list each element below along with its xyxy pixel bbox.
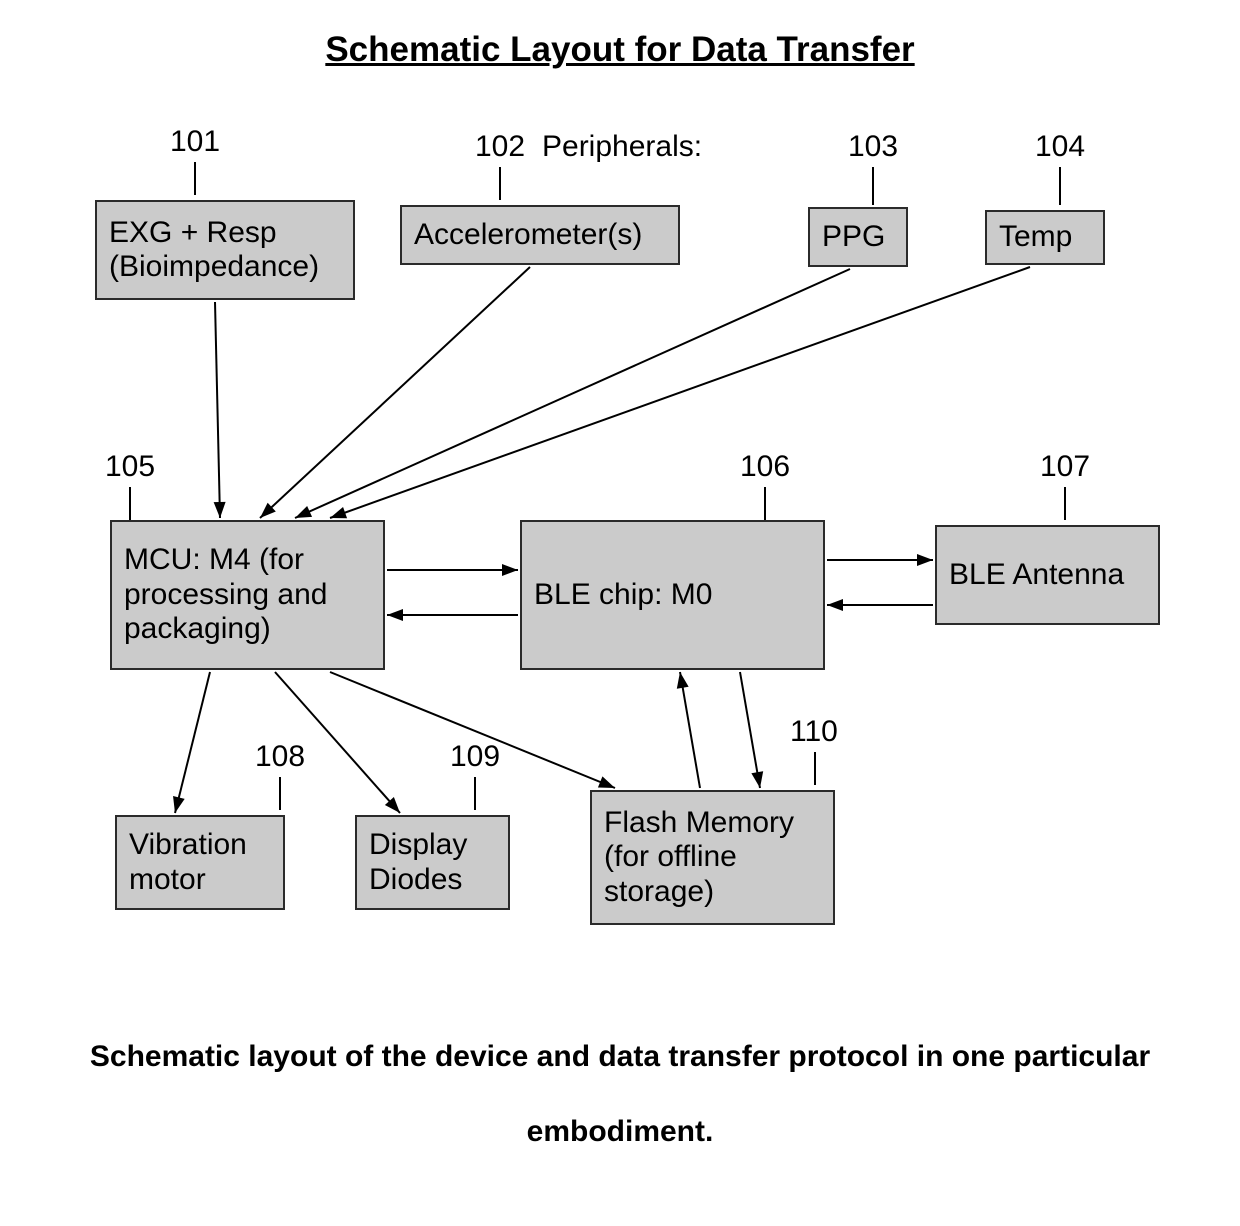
- block-label-line: BLE Antenna: [949, 558, 1124, 593]
- block-n103: PPG: [808, 207, 908, 267]
- ref-number-104: 104: [1035, 130, 1085, 164]
- block-n105: MCU: M4 (forprocessing andpackaging): [110, 520, 385, 670]
- block-label-line: PPG: [822, 220, 885, 255]
- block-label-line: processing and: [124, 578, 327, 613]
- block-label-line: (for offline: [604, 840, 737, 875]
- block-label-line: Display: [369, 828, 467, 863]
- ref-number-102: 102: [475, 130, 525, 164]
- ref-number-107: 107: [1040, 450, 1090, 484]
- peripherals-label: Peripherals:: [542, 130, 702, 164]
- block-label-line: MCU: M4 (for: [124, 543, 304, 578]
- block-label-line: EXG + Resp: [109, 216, 277, 251]
- ref-number-105: 105: [105, 450, 155, 484]
- block-n101: EXG + Resp(Bioimpedance): [95, 200, 355, 300]
- ref-number-109: 109: [450, 740, 500, 774]
- block-label-line: Accelerometer(s): [414, 218, 642, 253]
- ref-number-110: 110: [790, 715, 838, 749]
- ref-number-101: 101: [170, 125, 220, 159]
- block-label-line: Diodes: [369, 863, 462, 898]
- block-label-line: (Bioimpedance): [109, 250, 319, 285]
- ref-number-108: 108: [255, 740, 305, 774]
- block-label-line: Flash Memory: [604, 806, 794, 841]
- block-label-line: motor: [129, 863, 206, 898]
- diagram-title: Schematic Layout for Data Transfer: [0, 30, 1240, 70]
- block-n109: DisplayDiodes: [355, 815, 510, 910]
- block-n106: BLE chip: M0: [520, 520, 825, 670]
- block-n110: Flash Memory(for offlinestorage): [590, 790, 835, 925]
- block-n102: Accelerometer(s): [400, 205, 680, 265]
- ref-number-103: 103: [848, 130, 898, 164]
- block-label-line: Temp: [999, 220, 1072, 255]
- block-n104: Temp: [985, 210, 1105, 265]
- diagram-canvas: Schematic Layout for Data Transfer Perip…: [0, 0, 1240, 1226]
- block-label-line: BLE chip: M0: [534, 578, 712, 613]
- block-label-line: Vibration: [129, 828, 247, 863]
- block-label-line: storage): [604, 875, 714, 910]
- block-n108: Vibrationmotor: [115, 815, 285, 910]
- block-n107: BLE Antenna: [935, 525, 1160, 625]
- caption-line-1: Schematic layout of the device and data …: [0, 1040, 1240, 1074]
- caption-line-2: embodiment.: [0, 1115, 1240, 1149]
- block-label-line: packaging): [124, 612, 271, 647]
- ref-number-106: 106: [740, 450, 790, 484]
